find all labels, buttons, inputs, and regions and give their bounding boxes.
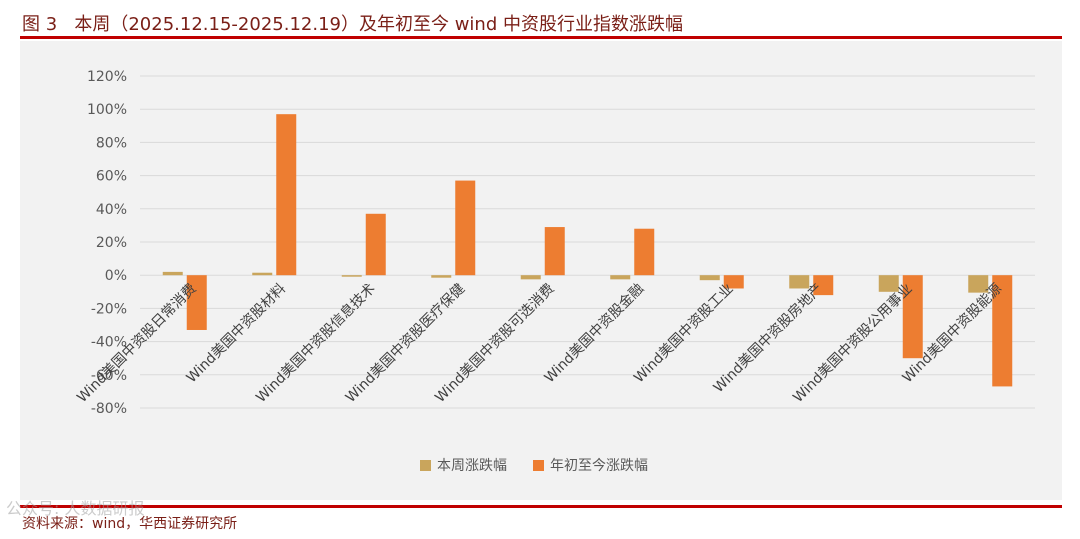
plot-background xyxy=(20,41,1062,500)
bar-ytd xyxy=(455,180,476,276)
bar-ytd xyxy=(276,114,297,276)
bar-weekly xyxy=(699,275,720,281)
y-tick-label: 20% xyxy=(96,235,127,251)
bar-ytd xyxy=(902,275,923,359)
top-rule xyxy=(20,36,1062,39)
bar-weekly xyxy=(162,271,183,276)
bar-ytd xyxy=(634,228,655,276)
y-tick-label: 0% xyxy=(105,268,127,284)
chart-title: 本周（2025.12.15-2025.12.19）及年初至今 wind 中资股行… xyxy=(74,14,683,35)
legend-label-ytd: 年初至今涨跌幅 xyxy=(550,458,648,474)
bar-weekly xyxy=(431,275,452,278)
legend-item-ytd: 年初至今涨跌幅 xyxy=(533,455,648,475)
bar-weekly xyxy=(610,275,631,280)
x-tick-label: Wind美国中资股金融 xyxy=(542,281,647,386)
legend-item-weekly: 本周涨跌幅 xyxy=(420,455,507,475)
bar-weekly xyxy=(520,275,541,280)
y-tick-label: 60% xyxy=(96,169,127,185)
y-tick-label: 80% xyxy=(96,135,127,151)
bar-weekly xyxy=(878,275,899,292)
bar-ytd xyxy=(723,275,744,289)
y-tick-label: -40% xyxy=(91,335,127,351)
legend-swatch-ytd xyxy=(533,459,544,471)
bar-weekly xyxy=(789,275,810,289)
bar-ytd xyxy=(992,275,1013,387)
legend-label-weekly: 本周涨跌幅 xyxy=(437,458,507,474)
bottom-rule xyxy=(20,505,1062,508)
y-tick-label: -60% xyxy=(91,368,127,384)
bar-ytd xyxy=(186,275,207,330)
bar-ytd xyxy=(544,227,565,276)
y-tick-label: -80% xyxy=(91,401,127,417)
bar-weekly xyxy=(341,275,362,277)
y-tick-label: 120% xyxy=(87,69,127,85)
y-tick-label: 40% xyxy=(96,202,127,218)
figure-label: 图 3 xyxy=(22,14,58,35)
watermark: 公众号: 人数据研报 xyxy=(6,499,145,518)
y-tick-label: 100% xyxy=(87,102,127,118)
source-note: 资料来源：wind，华西证券研究所 xyxy=(22,516,238,532)
y-tick-label: -20% xyxy=(91,301,127,317)
bar-weekly xyxy=(252,272,273,276)
bar-weekly xyxy=(968,275,989,293)
figure-title: 图 3 本周（2025.12.15-2025.12.19）及年初至今 wind … xyxy=(22,10,683,36)
bar-ytd xyxy=(813,275,834,296)
x-tick-label: Wind美国中资股工业 xyxy=(631,281,736,386)
legend: 本周涨跌幅 年初至今涨跌幅 xyxy=(420,455,648,475)
bar-ytd xyxy=(365,213,386,276)
legend-swatch-weekly xyxy=(420,459,431,471)
